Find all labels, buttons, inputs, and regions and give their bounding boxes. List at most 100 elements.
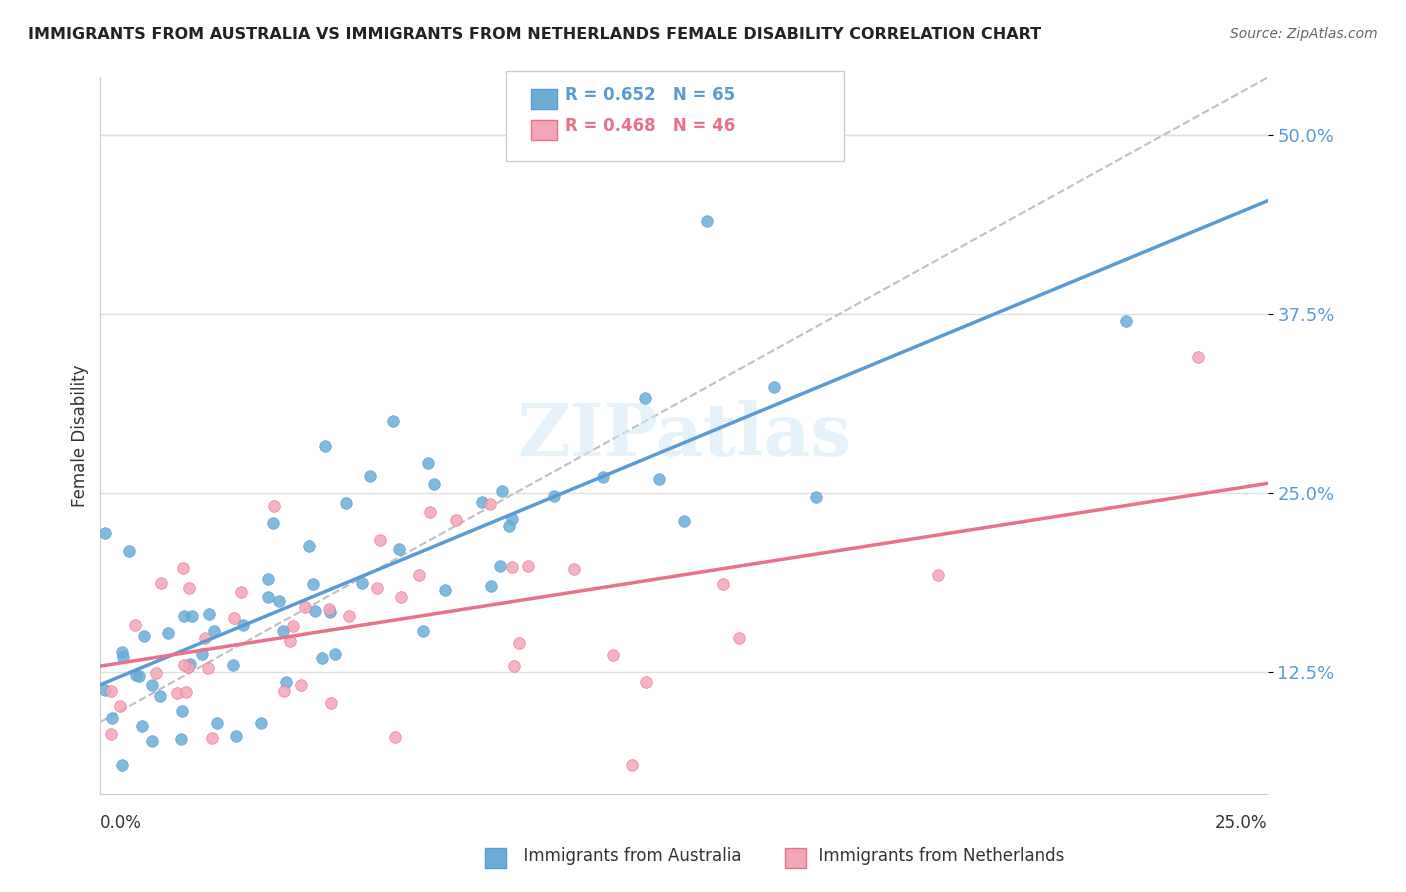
Point [508, 636, 530, 650]
Point [193, 631, 215, 645]
Point [318, 602, 340, 616]
Point [294, 599, 316, 614]
Point [111, 645, 134, 659]
Point [711, 577, 734, 591]
Point [352, 576, 374, 591]
Point [202, 624, 225, 638]
Point [132, 629, 155, 643]
Point [257, 591, 280, 605]
Point [177, 660, 200, 674]
Text: 0.0%: 0.0% [100, 814, 142, 832]
Point [337, 609, 360, 624]
Point [321, 696, 343, 710]
Point [170, 731, 193, 746]
Text: Immigrants from Netherlands: Immigrants from Netherlands [808, 847, 1064, 864]
Point [100, 711, 122, 725]
Point [763, 380, 786, 394]
Point [100, 684, 122, 698]
Point [125, 668, 148, 682]
Point [543, 489, 565, 503]
Point [359, 469, 381, 483]
Point [366, 581, 388, 595]
Point [491, 484, 513, 499]
Point [222, 611, 245, 625]
Point [225, 729, 247, 743]
Point [592, 470, 614, 484]
Point [145, 666, 167, 681]
Point [311, 651, 333, 665]
Point [502, 658, 524, 673]
Point [156, 626, 179, 640]
Point [179, 657, 201, 672]
Point [173, 609, 195, 624]
Point [479, 579, 502, 593]
Text: 25.0%: 25.0% [1215, 814, 1268, 832]
Point [314, 439, 336, 453]
Point [274, 675, 297, 690]
Text: R = 0.468   N = 46: R = 0.468 N = 46 [565, 117, 735, 135]
Point [471, 495, 494, 509]
Point [498, 518, 520, 533]
Point [166, 686, 188, 700]
Text: IMMIGRANTS FROM AUSTRALIA VS IMMIGRANTS FROM NETHERLANDS FEMALE DISABILITY CORRE: IMMIGRANTS FROM AUSTRALIA VS IMMIGRANTS … [28, 27, 1042, 42]
Point [335, 496, 357, 510]
Point [271, 624, 294, 639]
Point [111, 758, 134, 772]
Point [444, 513, 467, 527]
Point [100, 727, 122, 741]
Point [172, 561, 194, 575]
Point [131, 719, 153, 733]
Point [149, 690, 172, 704]
Point [648, 472, 671, 486]
Point [174, 685, 197, 699]
Point [179, 581, 201, 595]
Text: Source: ZipAtlas.com: Source: ZipAtlas.com [1230, 27, 1378, 41]
Point [141, 678, 163, 692]
Point [672, 514, 695, 528]
Point [173, 658, 195, 673]
Point [696, 213, 718, 227]
Text: ZIPatlas: ZIPatlas [517, 400, 851, 471]
Point [501, 560, 523, 574]
Point [128, 669, 150, 683]
Point [408, 568, 430, 582]
Point [389, 591, 412, 605]
Point [323, 647, 346, 661]
Point [232, 618, 254, 632]
Point [517, 559, 540, 574]
Point [418, 456, 440, 470]
Point [257, 572, 280, 586]
Point [804, 490, 827, 504]
Point [273, 683, 295, 698]
Point [117, 544, 139, 558]
Point [108, 698, 131, 713]
Point [263, 499, 285, 513]
Point [205, 716, 228, 731]
Point [124, 617, 146, 632]
Point [479, 497, 502, 511]
Point [222, 657, 245, 672]
Point [94, 525, 117, 540]
Point [149, 576, 172, 591]
Point [368, 533, 391, 548]
Point [1115, 313, 1137, 327]
Point [433, 582, 456, 597]
Point [198, 607, 221, 621]
Point [298, 539, 321, 553]
Point [1187, 350, 1209, 364]
Point [141, 734, 163, 748]
Point [633, 391, 655, 405]
Point [197, 660, 219, 674]
Point [229, 585, 252, 599]
Point [927, 567, 949, 582]
Point [250, 715, 273, 730]
Point [419, 505, 441, 519]
Point [412, 624, 434, 638]
Y-axis label: Female Disability: Female Disability [72, 364, 89, 507]
Point [262, 516, 284, 530]
Text: R = 0.652   N = 65: R = 0.652 N = 65 [565, 86, 735, 103]
Point [636, 675, 658, 690]
Point [172, 704, 194, 718]
Point [112, 650, 135, 665]
Point [564, 561, 586, 575]
